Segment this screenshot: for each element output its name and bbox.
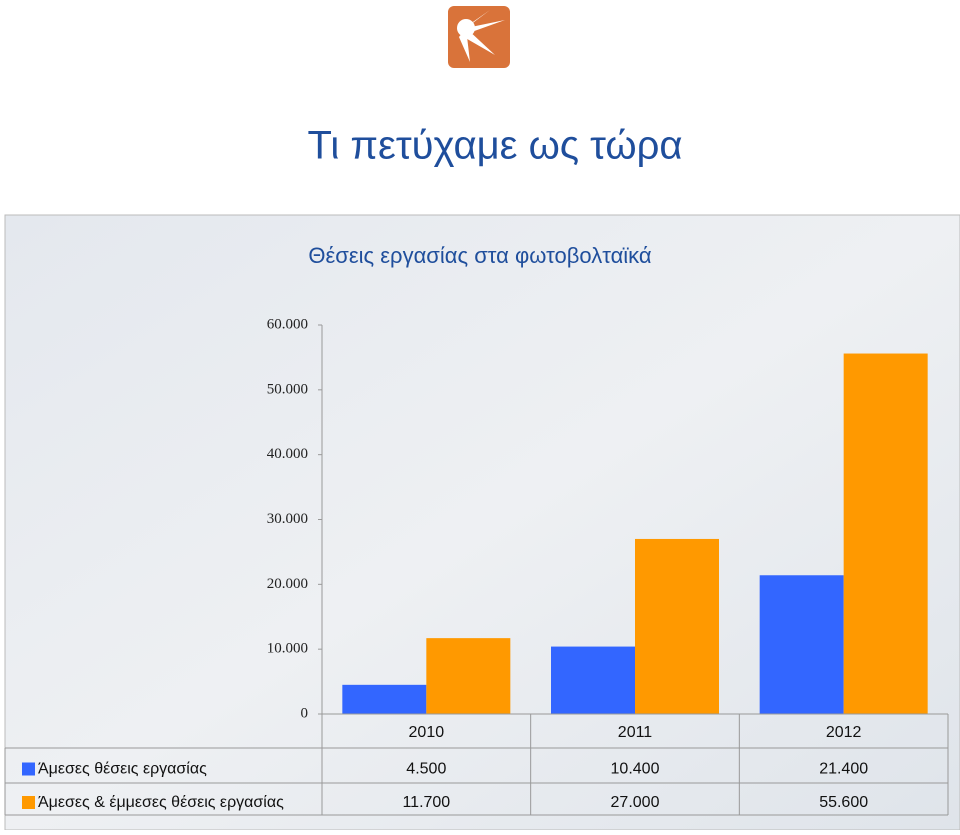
chart-area [4,214,960,831]
table-value: 55.600 [819,794,868,811]
legend-swatch [22,762,35,776]
x-tick-label: 2011 [618,724,653,741]
bar [635,538,719,714]
slide-title: Τι πετύχαμε ως τώρα [307,124,682,168]
legend-label: Άμεσες & έμμεσες θέσεις εργασίας [38,794,284,811]
bar [843,353,928,714]
table-value: 21.400 [819,761,868,778]
y-tick-label: 0 [301,705,309,721]
logo [448,6,510,68]
legend-swatch [22,796,35,809]
y-tick-label: 30.000 [267,511,308,527]
bar [551,646,635,714]
table-value: 10.400 [611,761,660,778]
x-tick-label: 2012 [826,724,862,741]
y-tick-label: 50.000 [267,381,308,397]
table-value: 11.700 [402,794,450,811]
bar [426,638,511,714]
y-tick-label: 20.000 [267,576,308,592]
x-tick-label: 2010 [409,724,445,741]
chart-title: Θέσεις εργασίας στα φωτοβολταϊκά [308,243,652,268]
y-tick-label: 40.000 [267,446,308,462]
y-tick-label: 10.000 [267,641,308,657]
legend-label: Άμεσες θέσεις εργασίας [38,761,207,778]
table-value: 27.000 [611,794,660,811]
bar [759,575,844,714]
y-tick-label: 60.000 [267,316,308,332]
bar [342,684,427,714]
table-value: 4.500 [406,761,446,778]
